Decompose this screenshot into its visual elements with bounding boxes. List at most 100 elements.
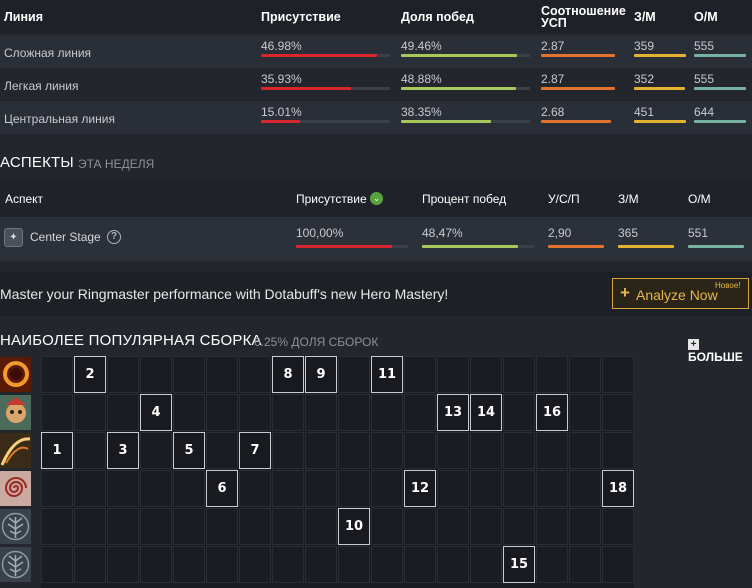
analyze-now-button[interactable]: + Analyze Now Новое! <box>612 278 749 309</box>
lane-presence-bar <box>261 54 377 57</box>
build-percent-suffix: ДОЛЯ СБОРОК <box>291 335 379 349</box>
skill-grid-cell <box>470 356 502 393</box>
aspect-kda-bar <box>548 245 604 248</box>
aspect-xpm-value: 551 <box>688 226 709 240</box>
skill-grid-cell <box>272 470 304 507</box>
more-label: БОЛЬШЕ <box>688 350 743 364</box>
ringmaster-whip-icon[interactable] <box>0 433 31 468</box>
skill-grid-cell <box>503 432 535 469</box>
col-xpm[interactable]: О/М <box>694 10 718 24</box>
col-aspect-presence[interactable]: Присутствие <box>296 192 367 206</box>
col-lane[interactable]: Линия <box>4 10 43 24</box>
aspect-winrate: 48,47% <box>422 226 463 240</box>
skill-grid-cell <box>371 546 403 583</box>
ring-of-fire-icon[interactable] <box>0 357 31 392</box>
col-kda-line2[interactable]: УСП <box>541 16 567 30</box>
lane-gpm-value: 352 <box>634 72 655 86</box>
skill-grid-cell <box>602 394 634 431</box>
skill-grid-cell <box>272 508 304 545</box>
aspect-winrate-value: 48,47% <box>422 226 463 240</box>
skill-grid-cell <box>74 432 106 469</box>
skill-grid-cell <box>41 508 73 545</box>
skill-level-8: 8 <box>272 356 304 393</box>
lane-winrate: 49.46% <box>401 39 442 53</box>
aspect-presence-bar <box>296 245 392 248</box>
lane-xpm-bar <box>694 54 746 57</box>
skill-grid-cell <box>437 356 469 393</box>
lane-winrate-bar <box>401 120 491 123</box>
skill-grid-cell <box>173 470 205 507</box>
talent-tree-icon[interactable] <box>0 547 31 582</box>
lane-xpm-bar <box>694 87 746 90</box>
skill-grid-cell <box>503 394 535 431</box>
skill-grid-cell <box>470 508 502 545</box>
lane-gpm-bar <box>634 54 686 57</box>
sort-desc-icon[interactable]: ⌄ <box>370 192 383 205</box>
lane-xpm-value: 555 <box>694 39 715 53</box>
analyze-now-label: Analyze Now <box>636 287 718 303</box>
skill-grid-cell <box>305 470 337 507</box>
skill-grid-cell <box>140 356 172 393</box>
skill-grid-cell <box>470 546 502 583</box>
col-aspect-winrate[interactable]: Процент побед <box>422 192 507 206</box>
lane-row[interactable]: Сложная линия 46.98% 49.46% 2.87 359 555 <box>0 35 752 68</box>
lane-gpm-value: 451 <box>634 105 655 119</box>
col-gpm[interactable]: З/М <box>634 10 656 24</box>
skill-grid-cell <box>470 470 502 507</box>
skill-grid-cell <box>371 394 403 431</box>
lane-gpm: 359 <box>634 39 654 53</box>
col-aspect-xpm[interactable]: О/М <box>688 192 711 206</box>
lane-presence: 15.01% <box>261 105 302 119</box>
lane-presence: 46.98% <box>261 39 302 53</box>
lane-gpm: 352 <box>634 72 654 86</box>
lane-winrate-value: 48.88% <box>401 72 442 86</box>
skill-grid-cell <box>239 356 271 393</box>
help-icon[interactable]: ? <box>107 230 121 244</box>
skill-level-18: 18 <box>602 470 634 507</box>
talent-tree-icon[interactable] <box>0 509 31 544</box>
skill-grid-cell <box>173 356 205 393</box>
lane-winrate: 48.88% <box>401 72 442 86</box>
aspect-gpm: 365 <box>618 226 638 240</box>
aspect-presence-value: 100,00% <box>296 226 344 240</box>
lane-gpm-value: 359 <box>634 39 655 53</box>
skill-grid-cell <box>305 432 337 469</box>
skill-grid-cell <box>107 508 139 545</box>
col-kda-line1[interactable]: Соотношение <box>541 4 626 18</box>
aspects-table: Аспект Присутствие ⌄ Процент побед У/С/П… <box>0 180 752 262</box>
lane-winrate-bar <box>401 54 517 57</box>
lane-name: Центральная линия <box>4 112 115 126</box>
skill-grid-cell <box>140 508 172 545</box>
aspect-row[interactable]: ✦ Center Stage ? 100,00% 48,47% 2,90 365… <box>0 217 752 261</box>
skill-grid-cell <box>569 394 601 431</box>
col-aspect-kda[interactable]: У/С/П <box>548 192 580 206</box>
skill-level-5: 5 <box>173 432 205 469</box>
lane-row[interactable]: Легкая линия 35.93% 48.88% 2.87 352 555 <box>0 68 752 101</box>
skill-grid-cell <box>305 546 337 583</box>
more-link[interactable]: +БОЛЬШЕ <box>688 335 752 364</box>
aspect-gpm-bar <box>618 245 674 248</box>
skill-grid-cell <box>404 394 436 431</box>
skill-level-7: 7 <box>239 432 271 469</box>
col-aspect-gpm[interactable]: З/М <box>618 192 639 206</box>
aspect-presence: 100,00% <box>296 226 343 240</box>
col-winrate[interactable]: Доля побед <box>401 10 474 24</box>
lane-row[interactable]: Центральная линия 15.01% 38.35% 2.68 451 644 <box>0 101 752 134</box>
spiral-hypnosis-icon[interactable] <box>0 471 31 506</box>
lane-name: Сложная линия <box>4 46 92 60</box>
new-badge: Новое! <box>715 281 741 290</box>
skill-grid-cell <box>404 546 436 583</box>
col-presence[interactable]: Присутствие <box>261 10 341 24</box>
ringmaster-clown-icon[interactable] <box>0 395 31 430</box>
skill-grid-cell <box>338 470 370 507</box>
lane-xpm: 644 <box>694 105 714 119</box>
skill-grid-cell <box>569 546 601 583</box>
skill-grid-cell <box>239 546 271 583</box>
skill-grid-cell <box>536 470 568 507</box>
skill-grid-cell <box>338 356 370 393</box>
col-aspect[interactable]: Аспект <box>5 192 44 206</box>
skill-grid-cell <box>206 546 238 583</box>
skill-grid-cell <box>503 508 535 545</box>
lane-xpm-bar <box>694 120 746 123</box>
skill-grid-cell <box>536 546 568 583</box>
